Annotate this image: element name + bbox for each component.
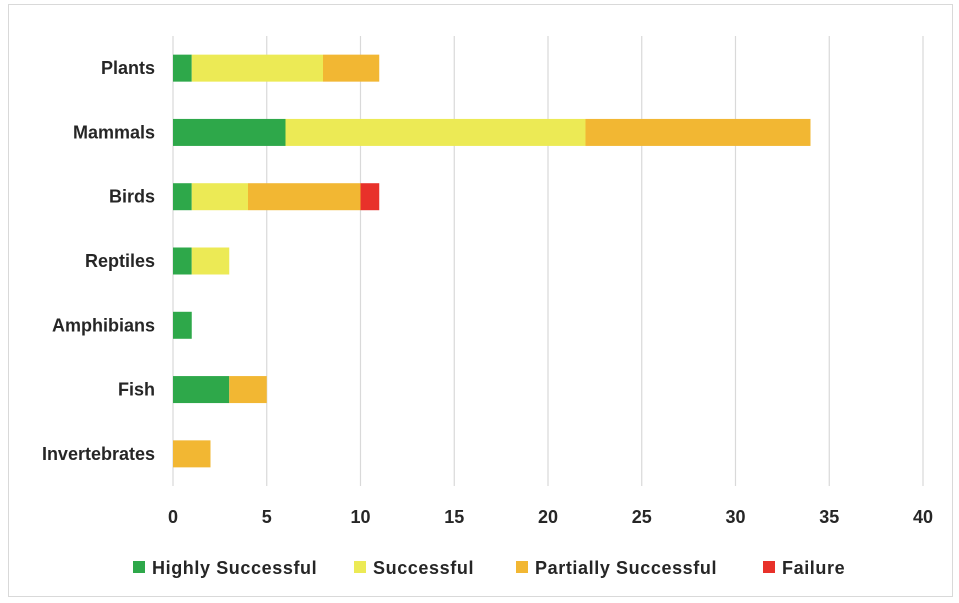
bar-birds-failure: [360, 183, 380, 211]
category-labels: Plants Mammals Birds Reptiles Amphibians Fish…: [42, 58, 155, 464]
bar-reptiles-successful: [191, 247, 230, 275]
bar-invertebrates-partially-successful: [173, 440, 211, 468]
x-tick-labels: 0 5 10 15 20 25 30 35 40: [168, 507, 933, 527]
category-label-birds: Birds: [109, 187, 155, 207]
bar-reptiles-highly-successful: [173, 247, 192, 275]
category-label-invertebrates: Invertebrates: [42, 444, 155, 464]
bar-fish-partially-successful: [229, 376, 267, 404]
category-label-reptiles: Reptiles: [85, 251, 155, 271]
legend-label-successful: Successful: [373, 558, 474, 578]
bar-fish-highly-successful: [173, 376, 230, 404]
x-tick-label-30: 30: [725, 507, 745, 527]
category-label-plants: Plants: [101, 58, 155, 78]
x-tick-label-25: 25: [632, 507, 652, 527]
legend-swatch-successful: [354, 561, 366, 573]
x-tick-label-35: 35: [819, 507, 839, 527]
legend: Highly Successful Successful Partially Suc…: [133, 558, 845, 578]
bar-mammals-partially-successful: [585, 118, 811, 146]
x-tick-label-15: 15: [444, 507, 464, 527]
category-label-amphibians: Amphibians: [52, 315, 155, 335]
x-tick-label-5: 5: [262, 507, 272, 527]
bar-mammals-highly-successful: [173, 118, 286, 146]
category-label-fish: Fish: [118, 380, 155, 400]
bar-birds-partially-successful: [248, 183, 361, 211]
bar-plants-successful: [191, 54, 323, 82]
bar-birds-successful: [191, 183, 248, 211]
legend-label-partially-successful: Partially Successful: [535, 558, 717, 578]
legend-swatch-failure: [763, 561, 775, 573]
legend-swatch-partially-successful: [516, 561, 528, 573]
bar-plants-partially-successful: [323, 54, 380, 82]
bar-birds-highly-successful: [173, 183, 192, 211]
category-label-mammals: Mammals: [73, 122, 155, 142]
x-tick-label-20: 20: [538, 507, 558, 527]
gridlines: [172, 36, 924, 486]
x-tick-label-0: 0: [168, 507, 178, 527]
legend-label-highly-successful: Highly Successful: [152, 558, 317, 578]
legend-swatch-highly-successful: [133, 561, 145, 573]
bar-amphibians-highly-successful: [173, 311, 192, 339]
chart-frame: [8, 4, 953, 597]
bar-mammals-successful: [285, 118, 586, 146]
bars: [173, 54, 811, 468]
x-tick-label-40: 40: [913, 507, 933, 527]
legend-label-failure: Failure: [782, 558, 845, 578]
bar-plants-highly-successful: [173, 54, 192, 82]
x-tick-label-10: 10: [350, 507, 370, 527]
